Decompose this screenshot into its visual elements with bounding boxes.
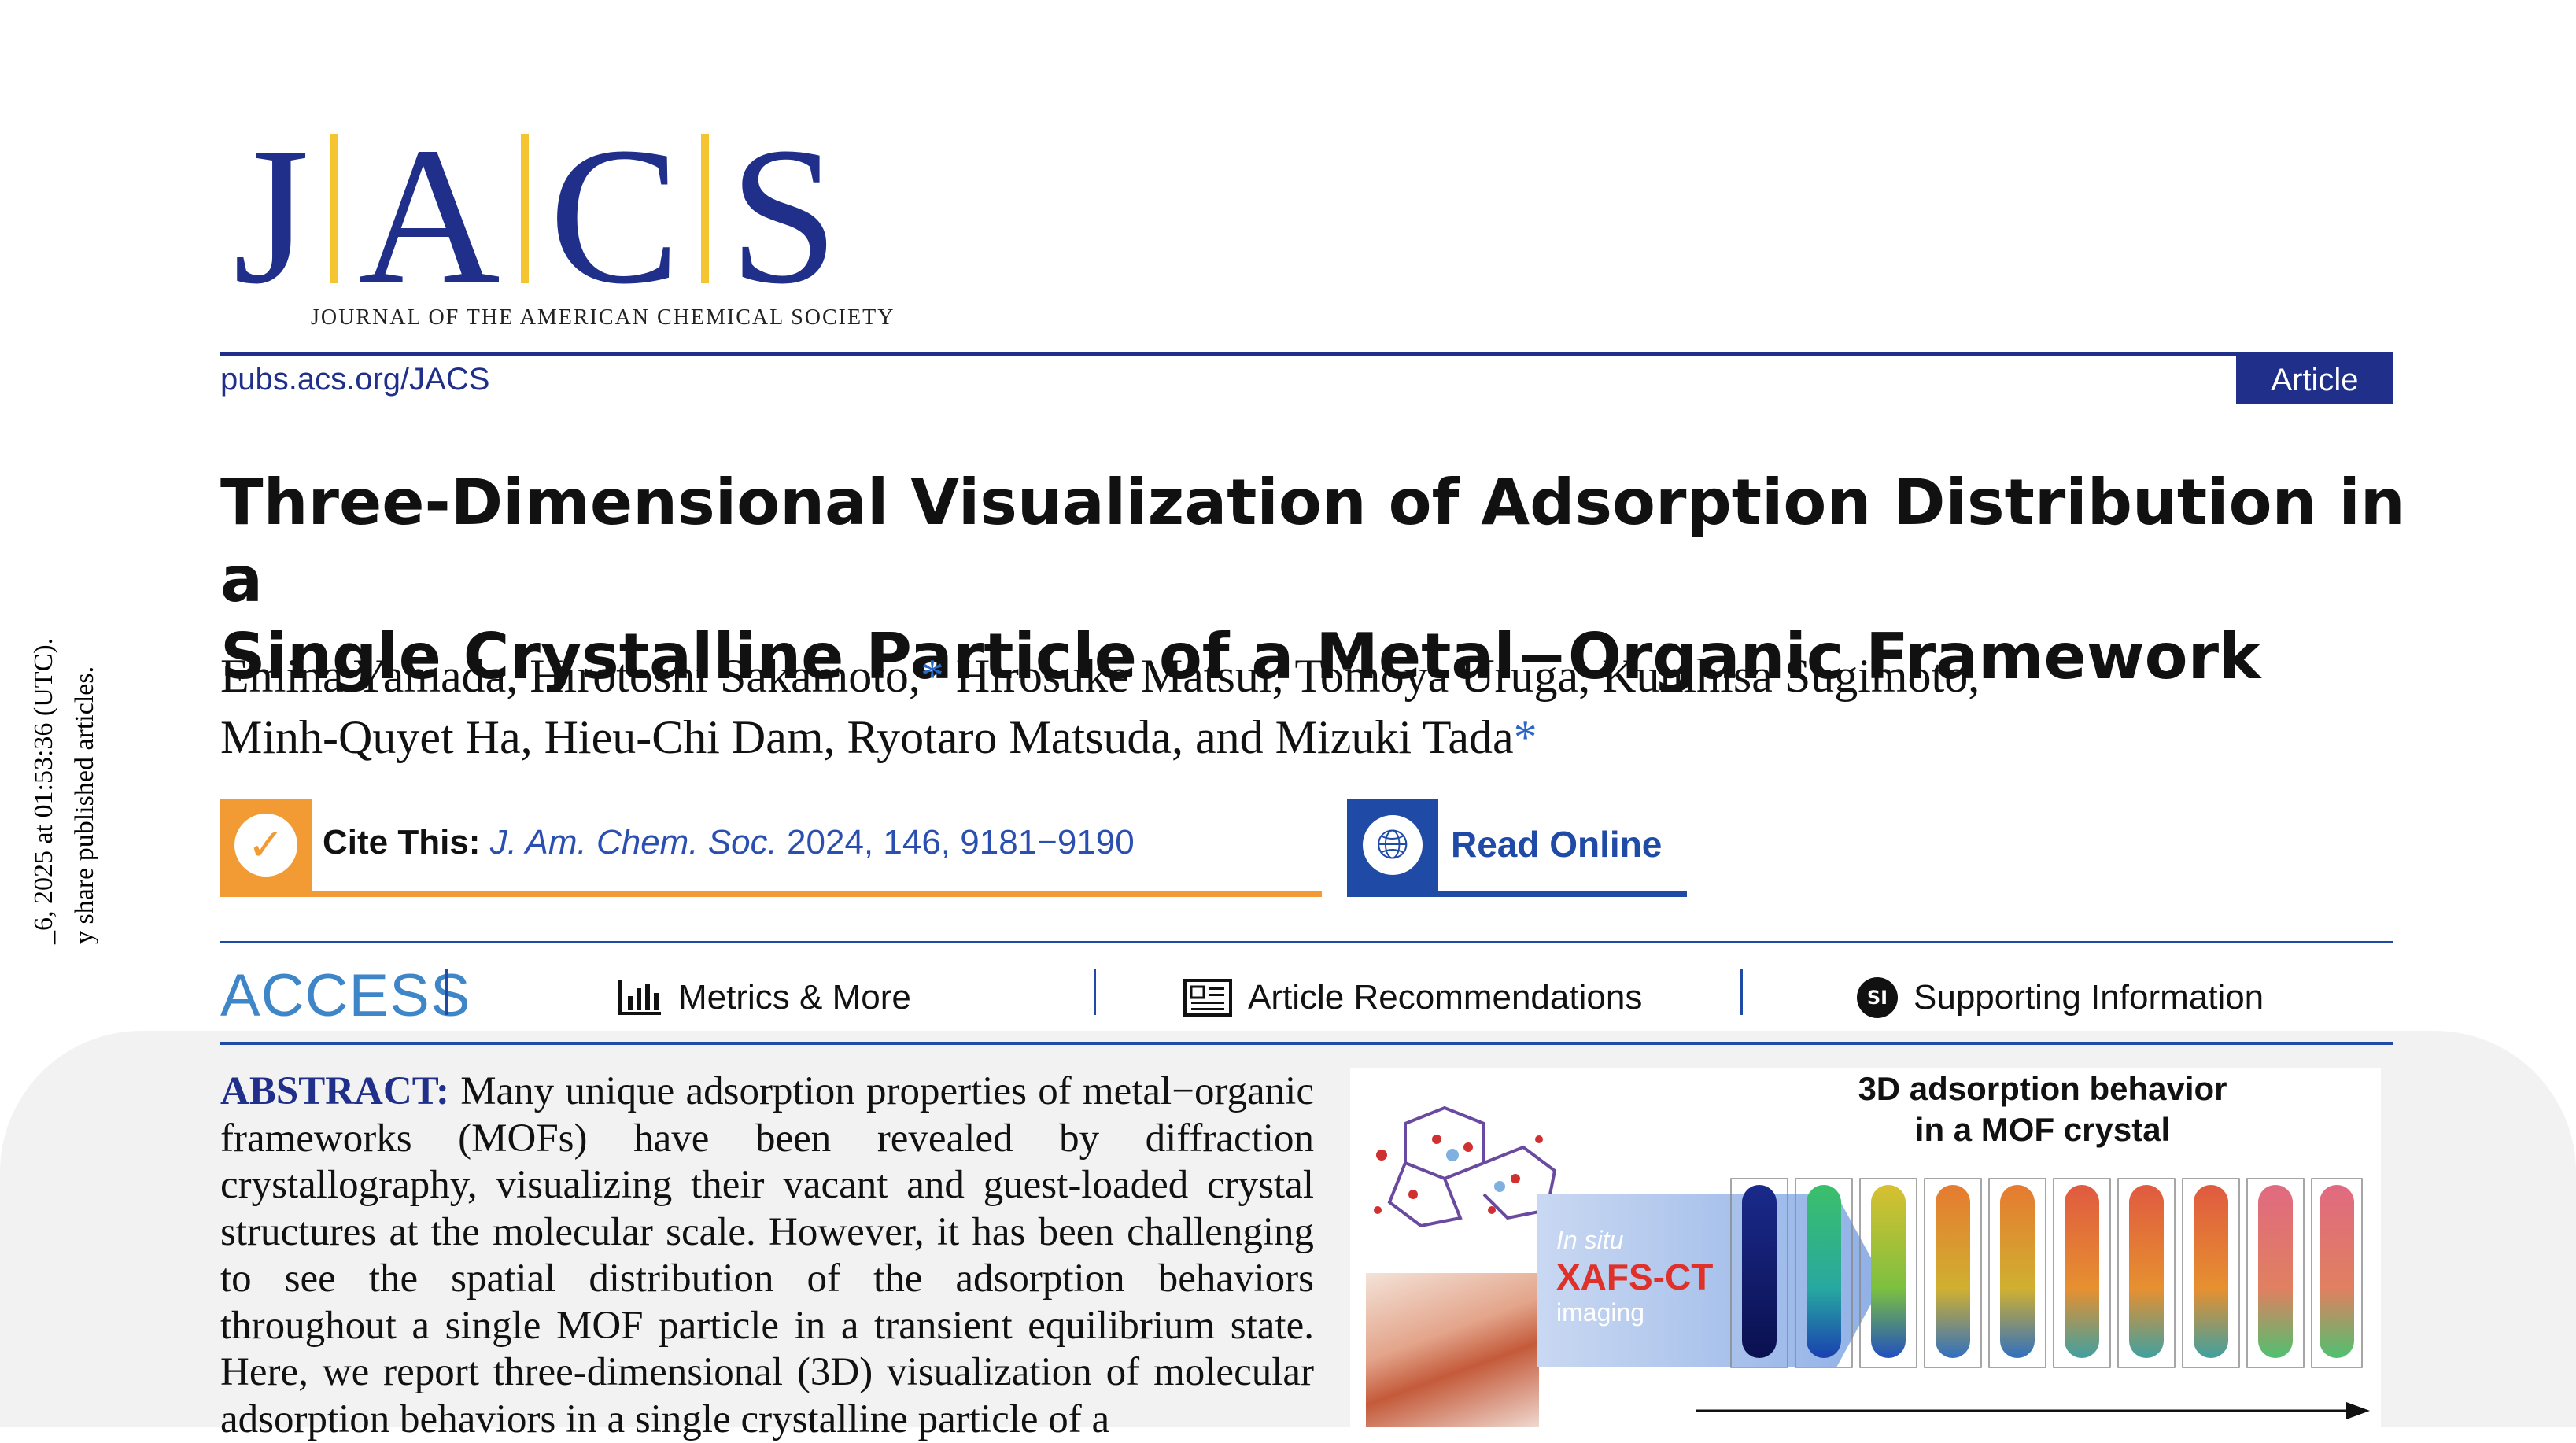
cite-icon-tile[interactable]: ✓ xyxy=(220,799,312,891)
logo-subtitle: JOURNAL OF THE AMERICAN CHEMICAL SOCIETY xyxy=(311,305,895,330)
article-recommendations-button[interactable]: Article Recommendations xyxy=(1183,974,1642,1021)
read-online-label: Read Online xyxy=(1451,824,1663,865)
corresponding-author-mark[interactable]: * xyxy=(1513,711,1537,763)
read-online-underline xyxy=(1347,891,1687,897)
metrics-more-label: Metrics & More xyxy=(678,978,911,1017)
title-line-1: Three-Dimensional Visualization of Adsor… xyxy=(220,466,2405,616)
bar-chart-icon xyxy=(617,979,662,1017)
metrics-more-button[interactable]: Metrics & More xyxy=(617,974,911,1021)
paper-title: Three-Dimensional Visualization of Adsor… xyxy=(220,464,2408,696)
cite-underline xyxy=(220,891,1322,897)
cite-this-box[interactable]: ✓ Cite This: J. Am. Chem. Soc. 2024, 146… xyxy=(220,799,1322,897)
download-margin-note: _6, 2025 at 01:53:36 (UTC). y share publ… xyxy=(24,504,149,944)
supporting-information-label: Supporting Information xyxy=(1914,978,2264,1017)
logo-letter-a: A xyxy=(358,107,500,325)
author-list: Emina Yamada, Hirotoshi Sakamoto,* Hiros… xyxy=(220,645,2408,768)
crystal-photo xyxy=(1366,1273,1539,1427)
toc-title-line-1: 3D adsorption behavior xyxy=(1858,1070,2227,1107)
abstract-heading: ABSTRACT: xyxy=(220,1069,449,1113)
supporting-info-icon: SI xyxy=(1857,977,1898,1018)
globe-icon: 🌐︎ xyxy=(1363,815,1423,875)
mof-structure-illustration xyxy=(1374,1105,1557,1228)
authors-line-2[interactable]: Minh-Quyet Ha, Hieu-Chi Dam, Ryotaro Mat… xyxy=(220,711,1514,763)
access-bar-top-rule xyxy=(220,941,2393,943)
access-bar-bottom-rule xyxy=(220,1042,2393,1045)
toc-title-line-2: in a MOF crystal xyxy=(1914,1111,2171,1148)
access-separator xyxy=(1094,969,1096,1015)
article-recommendations-label: Article Recommendations xyxy=(1248,978,1643,1017)
cite-this-label: Cite This: xyxy=(323,823,481,862)
logo-letter-c: C xyxy=(548,107,681,325)
xafs-ct-label: XAFS-CT xyxy=(1556,1257,1714,1297)
time-axis-arrow xyxy=(1696,1402,2370,1419)
cite-this-text: Cite This: J. Am. Chem. Soc. 2024, 146, … xyxy=(323,823,1135,862)
logo-letter-j: J xyxy=(233,107,310,325)
journal-url-link[interactable]: pubs.acs.org/JACS xyxy=(220,362,490,397)
logo-divider xyxy=(700,134,709,283)
citation-details: 2024, 146, 9181−9190 xyxy=(777,823,1135,862)
in-situ-label: In situ xyxy=(1556,1226,1624,1254)
access-label: ACCESS xyxy=(220,962,471,1029)
abstract-body: Many unique adsorption properties of met… xyxy=(220,1069,1314,1441)
read-online-icon-tile: 🌐︎ xyxy=(1347,799,1438,891)
logo-divider xyxy=(520,134,529,283)
header-rule xyxy=(220,352,2393,356)
article-type-badge: Article xyxy=(2236,356,2393,404)
corresponding-author-mark[interactable]: * xyxy=(920,650,944,702)
checkmark-icon: ✓ xyxy=(234,814,297,877)
process-arrow-graphic xyxy=(1537,1194,1884,1367)
supporting-information-button[interactable]: SI Supporting Information xyxy=(1857,974,2264,1021)
access-separator xyxy=(445,969,448,1015)
citation-journal: J. Am. Chem. Soc. xyxy=(489,823,777,862)
toc-graphic-title: 3D adsorption behavior in a MOF crystal xyxy=(1814,1068,2271,1150)
citation-link[interactable]: J. Am. Chem. Soc. 2024, 146, 9181−9190 xyxy=(490,823,1135,862)
toc-graphic[interactable]: 3D adsorption behavior in a MOF crystal … xyxy=(1350,1068,2381,1427)
authors-part-2[interactable]: Hirosuke Matsui, Tomoya Uruga, Kunihisa … xyxy=(943,650,1980,702)
read-online-button[interactable]: 🌐︎ Read Online xyxy=(1347,799,1687,897)
logo-letter-s: S xyxy=(729,107,839,325)
access-separator xyxy=(1740,969,1743,1015)
jacs-logo[interactable]: J A C S JOURNAL OF THE AMERICAN CHEMICAL… xyxy=(212,118,921,338)
margin-note-line-1: _6, 2025 at 01:53:36 (UTC). xyxy=(29,637,58,944)
article-list-icon xyxy=(1183,979,1232,1017)
imaging-label: imaging xyxy=(1556,1298,1645,1327)
authors-part-1[interactable]: Emina Yamada, Hirotoshi Sakamoto, xyxy=(220,650,921,702)
margin-note-line-2: y share published articles. xyxy=(70,666,99,944)
title-line-2: Single Crystalline Particle of a Metal−O… xyxy=(220,620,2261,693)
logo-divider xyxy=(330,134,338,283)
abstract-text: ABSTRACT: Many unique adsorption propert… xyxy=(220,1068,1314,1443)
adsorption-tomogram-series xyxy=(1730,1178,2363,1368)
